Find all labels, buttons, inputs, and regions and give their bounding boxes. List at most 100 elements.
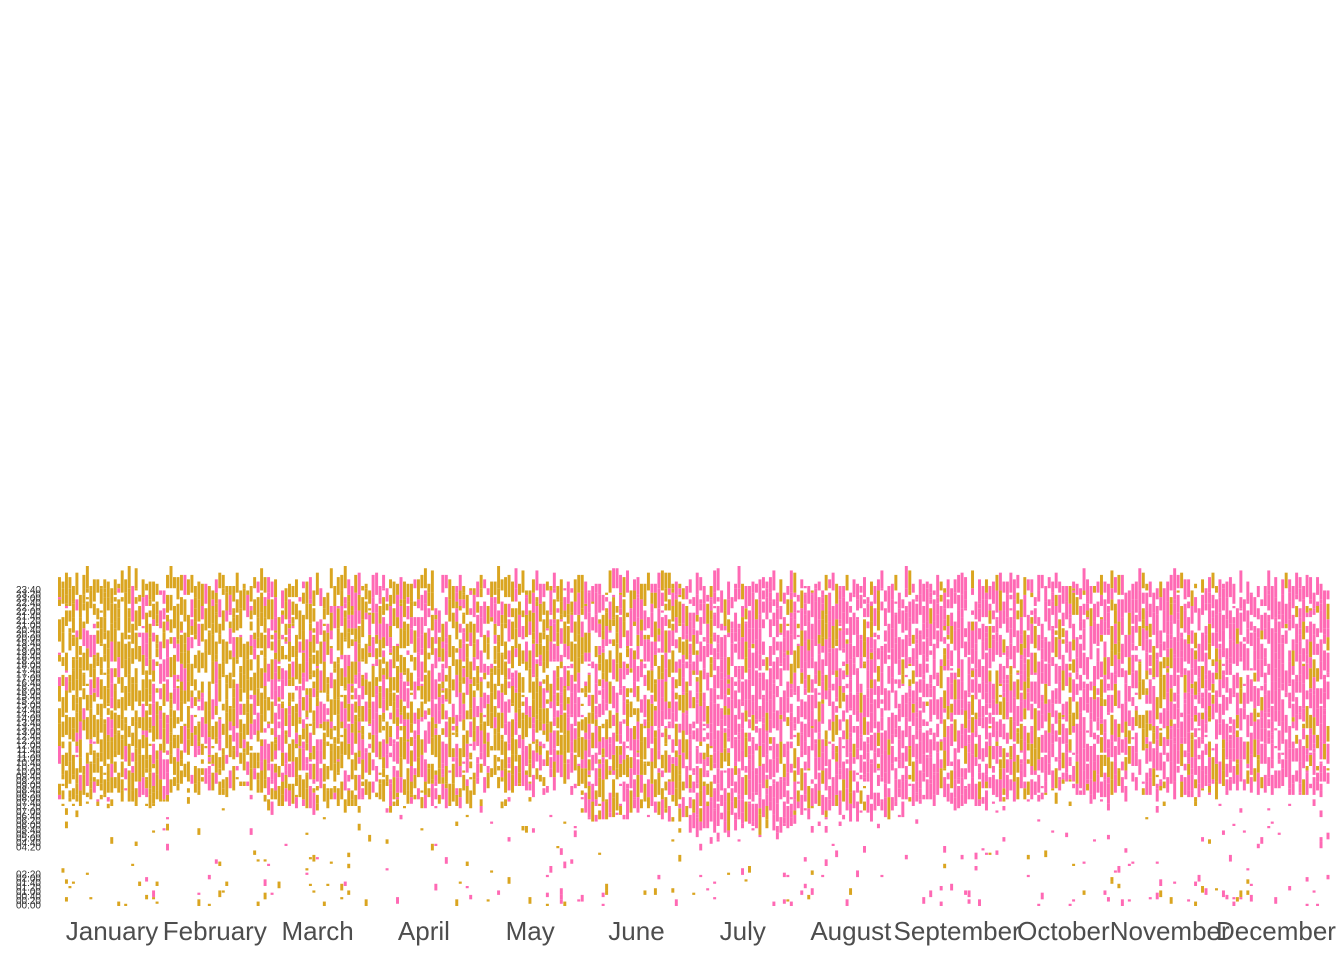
heatmap-cell <box>699 706 703 722</box>
heatmap-cell <box>207 737 211 755</box>
heatmap-cell <box>110 710 114 720</box>
heatmap-cell <box>1180 606 1184 629</box>
heatmap-cell <box>382 574 386 589</box>
heatmap-cell <box>646 639 650 642</box>
heatmap-cell <box>810 888 814 895</box>
heatmap-cell <box>413 601 417 606</box>
heatmap-cell <box>1152 646 1156 666</box>
heatmap-cell <box>821 739 825 753</box>
heatmap-cell <box>692 768 696 773</box>
heatmap-cell <box>1187 774 1191 791</box>
heatmap-cell <box>953 797 957 811</box>
heatmap-cell <box>385 774 389 782</box>
heatmap-cell <box>688 690 692 707</box>
heatmap-cell <box>803 723 807 742</box>
heatmap-cell <box>626 668 629 675</box>
heatmap-cell <box>1173 657 1177 666</box>
heatmap-cell <box>197 899 201 906</box>
heatmap-cell <box>782 592 786 604</box>
heatmap-cell <box>984 774 988 782</box>
heatmap-cell <box>971 621 975 631</box>
heatmap-cell <box>1026 799 1030 802</box>
heatmap-cell <box>831 843 835 846</box>
heatmap-cell <box>831 777 835 786</box>
heatmap-cell <box>786 741 790 751</box>
heatmap-cell <box>751 828 755 831</box>
heatmap-cell <box>166 657 169 678</box>
heatmap-cell <box>1131 610 1135 624</box>
heatmap-cell <box>267 592 271 600</box>
heatmap-cell <box>336 772 340 775</box>
heatmap-cell <box>950 883 954 891</box>
heatmap-cell <box>197 790 201 795</box>
heatmap-cell <box>660 592 664 606</box>
heatmap-cell <box>68 632 72 651</box>
heatmap-cell <box>514 568 518 589</box>
heatmap-cell <box>1089 766 1093 780</box>
heatmap-cell <box>559 628 563 644</box>
heatmap-cell <box>591 617 595 631</box>
heatmap-cell <box>573 703 577 726</box>
heatmap-cell <box>842 814 846 820</box>
heatmap-cell <box>1033 672 1037 675</box>
heatmap-cell <box>1002 768 1006 789</box>
heatmap-cell <box>354 641 358 662</box>
heatmap-cell <box>1187 692 1191 715</box>
heatmap-cell <box>497 641 501 653</box>
heatmap-cell <box>852 726 856 733</box>
heatmap-cell <box>566 697 570 704</box>
heatmap-cell <box>1145 743 1149 749</box>
heatmap-cell <box>288 714 291 738</box>
heatmap-cell <box>737 668 741 680</box>
heatmap-cell <box>1106 694 1110 713</box>
heatmap-cell <box>807 586 811 604</box>
heatmap-cell <box>984 683 988 693</box>
heatmap-cell <box>1002 797 1006 802</box>
heatmap-cell <box>897 679 901 689</box>
heatmap-cell <box>1075 723 1079 746</box>
heatmap-cell <box>162 712 166 729</box>
heatmap-cell <box>92 603 96 615</box>
heatmap-cell <box>1005 646 1009 651</box>
heatmap-cell <box>671 763 675 782</box>
heatmap-cell <box>542 688 546 709</box>
heatmap-cell <box>1093 770 1096 782</box>
heatmap-cell <box>744 732 748 738</box>
heatmap-cell <box>1019 643 1023 655</box>
heatmap-cell <box>413 730 417 740</box>
heatmap-cell <box>476 763 480 778</box>
heatmap-cell <box>908 774 912 780</box>
heatmap-cell <box>873 792 877 811</box>
heatmap-cell <box>152 772 156 786</box>
heatmap-cell <box>371 663 375 666</box>
heatmap-cell <box>166 639 169 658</box>
heatmap-cell <box>817 619 821 635</box>
heatmap-cell <box>326 883 330 886</box>
heatmap-cell <box>1204 652 1208 675</box>
heatmap-cell <box>169 657 173 678</box>
heatmap-cell <box>333 606 337 629</box>
heatmap-cell <box>584 768 588 789</box>
heatmap-cell <box>375 677 379 686</box>
heatmap-cell <box>789 617 793 635</box>
heatmap-cell <box>734 612 738 633</box>
heatmap-cell <box>772 679 776 684</box>
heatmap-cell <box>92 579 96 602</box>
heatmap-cell <box>343 617 347 638</box>
heatmap-cell <box>1072 899 1076 902</box>
heatmap-cell <box>288 583 291 598</box>
heatmap-cell <box>1075 701 1079 720</box>
heatmap-cell <box>852 657 856 664</box>
heatmap-cell <box>1012 721 1016 742</box>
heatmap-cell <box>1120 726 1124 733</box>
heatmap-cell <box>479 763 483 773</box>
heatmap-cell <box>270 641 274 651</box>
heatmap-cell <box>626 688 629 698</box>
heatmap-cell <box>284 708 288 726</box>
heatmap-cell <box>322 901 326 906</box>
heatmap-cell <box>145 894 149 900</box>
heatmap-cell <box>409 701 413 724</box>
heatmap-cell <box>587 770 591 775</box>
heatmap-cell <box>518 766 521 773</box>
heatmap-cell <box>723 610 727 627</box>
